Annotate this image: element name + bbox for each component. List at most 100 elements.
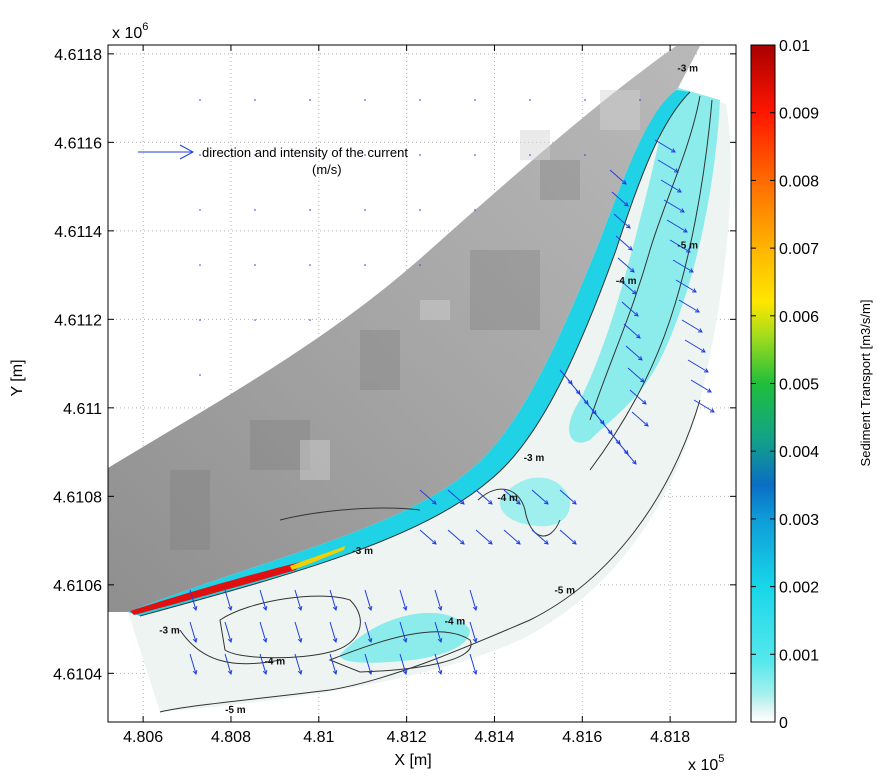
current-arrow-head	[297, 605, 303, 611]
current-arrow	[224, 653, 232, 675]
current-arrow-head	[697, 328, 703, 333]
current-arrow-head	[641, 400, 647, 405]
x-tick-label: 4.81	[303, 729, 334, 746]
current-arrow-head	[635, 334, 641, 339]
x-exponent: x 105	[688, 753, 724, 774]
x-tick-label: 4.806	[123, 729, 163, 746]
current-arrow-head	[706, 388, 712, 393]
contour-label: -4 m	[265, 656, 286, 667]
current-arrow-head	[472, 605, 478, 611]
current-dot	[309, 99, 311, 101]
current-arrow	[419, 529, 437, 545]
legend-text-line1: direction and intensity of the current	[202, 145, 408, 160]
current-arrow-head	[627, 246, 633, 251]
colorbar-tick-label: 0.005	[779, 377, 819, 394]
colorbar-tick-label: 0.007	[779, 241, 819, 258]
current-dot	[199, 374, 201, 376]
current-arrow-head	[571, 500, 577, 505]
current-arrow-head	[437, 669, 443, 675]
current-dot	[639, 99, 641, 101]
current-dot	[199, 209, 201, 211]
current-arrow-head	[515, 540, 521, 545]
current-arrow-head	[621, 180, 627, 185]
current-arrow	[559, 529, 577, 545]
current-dot	[474, 154, 476, 156]
current-arrow-head	[437, 637, 443, 643]
contour-label: -3 m	[677, 64, 698, 75]
current-arrow-head	[402, 605, 408, 611]
current-dot	[364, 264, 366, 266]
shoreline-band-yellow	[290, 546, 345, 570]
land-texture	[170, 160, 580, 550]
current-arrow-head	[472, 637, 478, 643]
current-arrow	[469, 589, 477, 611]
current-arrow	[631, 411, 649, 427]
contour-north-3m	[139, 91, 691, 617]
current-dot	[584, 154, 586, 156]
current-dot	[584, 99, 586, 101]
current-arrow	[657, 159, 679, 173]
current-arrow	[294, 589, 302, 611]
current-arrow	[625, 345, 643, 361]
contour-label: -4 m	[616, 276, 637, 287]
current-arrow	[294, 653, 302, 675]
colorbar-ticks: 0 0.001 0.002 0.003 0.004 0.005 0.006 0.007 0.00…	[751, 38, 819, 732]
colorbar-tick-label: 0.01	[779, 38, 810, 55]
current-dot	[199, 99, 201, 101]
current-arrow-head	[679, 208, 685, 213]
current-arrow-head	[631, 290, 637, 295]
contour-label: -4 m	[497, 493, 518, 504]
current-arrow	[399, 589, 407, 611]
current-dot	[419, 154, 421, 156]
current-arrow	[531, 529, 549, 545]
current-arrow-head	[459, 500, 465, 505]
current-arrow	[654, 139, 676, 153]
land-area	[108, 46, 700, 612]
current-arrow-head	[633, 312, 639, 317]
current-arrow-head	[431, 500, 437, 505]
current-arrow	[364, 653, 372, 675]
current-arrow-head	[703, 368, 709, 373]
colorbar-tick-label: 0.006	[779, 309, 819, 326]
y-exponent: x 106	[112, 21, 148, 42]
y-tick-label: 4.6108	[53, 489, 102, 506]
current-arrow-head	[297, 669, 303, 675]
current-arrow	[669, 239, 691, 253]
x-tick-label: 4.814	[474, 729, 514, 746]
shoreline-band-red	[130, 562, 300, 615]
y-tick-label: 4.6118	[54, 47, 102, 64]
current-arrow-head	[682, 228, 688, 233]
current-dot	[419, 99, 421, 101]
current-arrow-head	[543, 500, 549, 505]
current-dot	[199, 319, 201, 321]
current-dot	[254, 209, 256, 211]
current-arrow	[447, 529, 465, 545]
current-arrow	[619, 279, 637, 295]
contour-inner-3m	[279, 507, 421, 521]
current-arrow	[189, 653, 197, 675]
current-arrow-head	[676, 188, 682, 193]
current-arrow-head	[629, 268, 635, 273]
colorbar-tick-label: 0.004	[779, 444, 819, 461]
current-arrow	[434, 589, 442, 611]
current-arrow	[364, 621, 372, 643]
current-arrow-head	[673, 168, 679, 173]
current-arrow	[475, 529, 493, 545]
current-arrow-head	[332, 605, 338, 611]
current-arrow-head	[472, 669, 478, 675]
current-arrow	[434, 653, 442, 675]
contour-north-5m	[589, 99, 713, 471]
y-tick-label: 4.611	[63, 401, 102, 418]
current-arrow	[419, 489, 437, 505]
current-dot	[309, 154, 311, 156]
current-arrow	[609, 169, 627, 185]
current-dot	[364, 99, 366, 101]
current-dot	[254, 264, 256, 266]
current-arrow-head	[192, 605, 198, 611]
current-arrow	[503, 489, 521, 505]
current-arrow-head	[332, 669, 338, 675]
current-arrow-head	[571, 540, 577, 545]
current-dot	[309, 319, 311, 321]
current-arrow-head	[637, 356, 643, 361]
